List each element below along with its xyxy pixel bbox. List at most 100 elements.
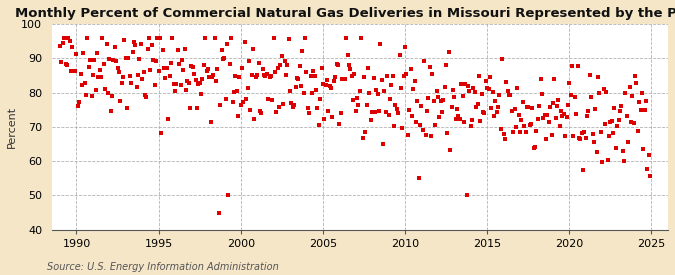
Point bbox=[209, 35, 220, 40]
Point bbox=[323, 108, 333, 113]
Point bbox=[245, 108, 256, 112]
Point bbox=[138, 70, 149, 75]
Point bbox=[613, 118, 624, 122]
Point bbox=[146, 43, 157, 47]
Point bbox=[297, 49, 308, 54]
Point bbox=[474, 74, 485, 78]
Point bbox=[582, 114, 593, 118]
Point bbox=[141, 95, 152, 99]
Point bbox=[71, 52, 82, 56]
Point bbox=[74, 100, 84, 104]
Point bbox=[566, 64, 577, 68]
Point bbox=[338, 77, 349, 81]
Point bbox=[92, 51, 103, 56]
Point bbox=[608, 131, 618, 136]
Point bbox=[598, 87, 609, 91]
Point bbox=[301, 70, 312, 74]
Point bbox=[78, 51, 88, 56]
Point bbox=[464, 89, 475, 93]
Point bbox=[589, 140, 599, 144]
Point bbox=[261, 72, 272, 76]
Point bbox=[580, 135, 591, 140]
Point bbox=[230, 74, 241, 78]
Point bbox=[134, 57, 145, 62]
Point bbox=[244, 58, 254, 63]
Point bbox=[72, 104, 83, 108]
Point bbox=[356, 35, 367, 40]
Point bbox=[268, 36, 279, 40]
Point bbox=[367, 109, 377, 114]
Point bbox=[88, 73, 99, 77]
Point bbox=[184, 80, 194, 85]
Point bbox=[612, 124, 622, 129]
Point bbox=[196, 92, 207, 96]
Point bbox=[560, 133, 570, 138]
Point bbox=[212, 67, 223, 72]
Point bbox=[260, 74, 271, 78]
Point bbox=[80, 93, 91, 97]
Point bbox=[498, 132, 509, 136]
Point bbox=[575, 137, 586, 141]
Point bbox=[189, 72, 200, 76]
Point bbox=[468, 86, 479, 90]
Point bbox=[606, 119, 617, 123]
Point bbox=[634, 100, 645, 104]
Point bbox=[321, 78, 332, 82]
Point bbox=[144, 35, 155, 40]
Point bbox=[557, 114, 568, 119]
Point bbox=[386, 82, 397, 87]
Point bbox=[305, 73, 316, 78]
Point bbox=[175, 83, 186, 87]
Point bbox=[539, 113, 550, 117]
Point bbox=[316, 66, 327, 70]
Point bbox=[223, 193, 234, 198]
Point bbox=[594, 90, 605, 95]
Point bbox=[309, 74, 320, 79]
Point bbox=[590, 106, 601, 111]
Point bbox=[632, 129, 643, 134]
Point bbox=[595, 130, 606, 134]
Point bbox=[393, 111, 404, 116]
Point bbox=[313, 122, 324, 127]
Point bbox=[256, 111, 267, 116]
Point bbox=[60, 62, 71, 67]
Point bbox=[86, 94, 97, 98]
Point bbox=[340, 77, 350, 81]
Point bbox=[194, 81, 205, 85]
Point bbox=[538, 116, 549, 120]
Point bbox=[148, 58, 159, 62]
Point bbox=[63, 35, 74, 40]
Point bbox=[561, 114, 572, 119]
Point bbox=[614, 109, 625, 113]
Point bbox=[249, 117, 260, 122]
Point bbox=[427, 72, 438, 76]
Point bbox=[431, 89, 442, 93]
Point bbox=[638, 147, 649, 152]
Point bbox=[56, 59, 67, 64]
Point bbox=[152, 35, 163, 40]
Point bbox=[543, 120, 554, 124]
Point bbox=[602, 158, 613, 163]
Point bbox=[326, 86, 337, 90]
Point bbox=[96, 75, 107, 80]
Point bbox=[579, 130, 590, 134]
Point bbox=[505, 93, 516, 98]
Point bbox=[123, 56, 134, 60]
Point bbox=[176, 58, 187, 62]
Point bbox=[277, 54, 288, 58]
Point bbox=[501, 80, 512, 84]
Point bbox=[159, 66, 169, 70]
Point bbox=[204, 75, 215, 79]
Point bbox=[437, 110, 448, 114]
Point bbox=[630, 73, 641, 78]
Point bbox=[234, 75, 245, 80]
Point bbox=[325, 84, 335, 88]
Point bbox=[534, 104, 545, 109]
Point bbox=[192, 106, 202, 110]
Point bbox=[485, 75, 495, 79]
Point bbox=[627, 94, 638, 99]
Point bbox=[190, 77, 201, 82]
Point bbox=[401, 72, 412, 76]
Point bbox=[99, 61, 109, 66]
Point bbox=[149, 82, 160, 87]
